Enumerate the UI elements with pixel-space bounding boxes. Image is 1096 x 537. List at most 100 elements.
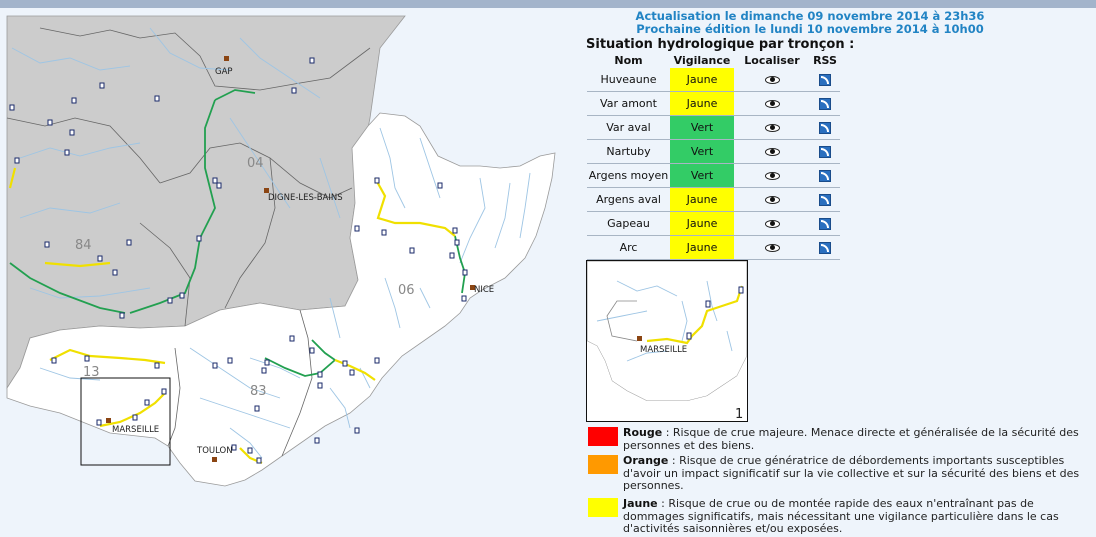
col-vigilance: Vigilance: [673, 53, 731, 67]
table-row: Var aval Vert: [587, 115, 840, 140]
inset-map: MARSEILLE 1: [586, 260, 748, 422]
legend-label: Rouge: [623, 426, 663, 439]
section-name: Gapeau: [587, 211, 670, 236]
rss-icon[interactable]: [819, 98, 831, 110]
rss-link[interactable]: [810, 115, 840, 140]
situation-title: Situation hydrologique par tronçon :: [586, 37, 855, 52]
localiser-button[interactable]: [734, 68, 810, 92]
eye-icon[interactable]: [765, 99, 780, 108]
vigilance-level: Vert: [670, 139, 734, 164]
department-borders: [6, 27, 371, 457]
vigilance-level: Jaune: [670, 68, 734, 92]
vigilance-level: Jaune: [670, 91, 734, 116]
vigilance-level: Jaune: [670, 211, 734, 236]
localiser-button[interactable]: [734, 235, 810, 260]
table-row: Argens moyen Vert: [587, 163, 840, 188]
city-marseille: MARSEILLE: [112, 425, 159, 435]
next-edition-line: Prochaine édition le lundi 10 novembre 2…: [636, 22, 984, 36]
legend-jaune: Jaune : Risque de crue ou de montée rapi…: [588, 497, 1084, 536]
city-markers: [106, 56, 475, 462]
rivers: [11, 27, 531, 459]
table-row: Gapeau Jaune: [587, 211, 840, 236]
section-name: Var aval: [587, 115, 670, 140]
section-name: Arc: [587, 235, 670, 260]
legend-text: : Risque de crue ou de montée rapide des…: [623, 497, 1059, 535]
section-table: Nom Vigilance Localiser RSS Huveaune Jaun…: [587, 52, 840, 260]
legend-orange: Orange : Risque de crue génératrice de d…: [588, 454, 1084, 493]
table-row: Huveaune Jaune: [587, 68, 840, 92]
rss-link[interactable]: [810, 91, 840, 116]
legend-swatch: [588, 498, 618, 517]
eye-icon[interactable]: [765, 147, 780, 156]
table-row: Var amont Jaune: [587, 91, 840, 116]
eye-icon[interactable]: [765, 75, 780, 84]
rss-link[interactable]: [810, 68, 840, 92]
rss-link[interactable]: [810, 211, 840, 236]
rss-icon[interactable]: [819, 170, 831, 182]
jaune-sections: [8, 167, 456, 465]
update-line: Actualisation le dimanche 09 novembre 20…: [635, 9, 985, 23]
rss-icon[interactable]: [819, 242, 831, 254]
city-digne: DIGNE-LES-BAINS: [268, 193, 343, 203]
col-localiser: Localiser: [744, 53, 800, 67]
legend-label: Orange: [623, 454, 669, 467]
legend-text: : Risque de crue génératrice de débordem…: [623, 454, 1080, 492]
eye-icon[interactable]: [765, 195, 780, 204]
col-nom: Nom: [614, 53, 643, 67]
dept-13: 13: [83, 365, 100, 380]
table-row: Nartuby Vert: [587, 139, 840, 164]
localiser-button[interactable]: [734, 115, 810, 140]
col-rss: RSS: [813, 53, 837, 67]
rss-icon[interactable]: [819, 146, 831, 158]
localiser-button[interactable]: [734, 139, 810, 164]
hydro-stations: [9, 57, 468, 464]
city-gap: GAP: [215, 67, 233, 77]
rss-icon[interactable]: [819, 194, 831, 206]
dept-83: 83: [250, 384, 267, 399]
inset-locator-box[interactable]: [80, 377, 171, 466]
rss-icon[interactable]: [819, 122, 831, 134]
vigilance-level: Jaune: [670, 187, 734, 212]
hydro-map: GAP DIGNE-LES-BAINS NICE MARSEILLE TOULO…: [0, 8, 580, 537]
city-toulon: TOULON: [196, 446, 233, 456]
rss-link[interactable]: [810, 187, 840, 212]
localiser-button[interactable]: [734, 91, 810, 116]
inset-city: MARSEILLE: [640, 345, 687, 355]
legend-rouge: Rouge : Risque de crue majeure. Menace d…: [588, 426, 1084, 452]
eye-icon[interactable]: [765, 123, 780, 132]
eye-icon[interactable]: [765, 219, 780, 228]
legend-swatch: [588, 455, 618, 474]
rss-link[interactable]: [810, 139, 840, 164]
rss-icon[interactable]: [819, 74, 831, 86]
vigilance-level: Jaune: [670, 235, 734, 260]
vigilance-level: Vert: [670, 163, 734, 188]
localiser-button[interactable]: [734, 187, 810, 212]
section-name: Argens aval: [587, 187, 670, 212]
localiser-button[interactable]: [734, 163, 810, 188]
rss-link[interactable]: [810, 235, 840, 260]
rss-icon[interactable]: [819, 218, 831, 230]
legend-text: : Risque de crue majeure. Menace directe…: [623, 426, 1079, 452]
vigilance-level: Vert: [670, 115, 734, 140]
section-name: Nartuby: [587, 139, 670, 164]
legend-label: Jaune: [623, 497, 658, 510]
eye-icon[interactable]: [765, 243, 780, 252]
region-area: [6, 112, 556, 487]
city-nice: NICE: [474, 285, 494, 295]
section-name: Huveaune: [587, 68, 670, 92]
section-name: Var amont: [587, 91, 670, 116]
legend-swatch: [588, 427, 618, 446]
eye-icon[interactable]: [765, 171, 780, 180]
dept-84: 84: [75, 238, 92, 253]
rss-link[interactable]: [810, 163, 840, 188]
inset-map-svg: MARSEILLE 1: [586, 260, 748, 422]
top-bar: [0, 0, 1096, 8]
dept-06: 06: [398, 283, 415, 298]
section-name: Argens moyen: [587, 163, 670, 188]
table-row: Arc Jaune: [587, 235, 840, 260]
dept-04: 04: [247, 156, 264, 171]
update-info: Actualisation le dimanche 09 novembre 20…: [600, 10, 1020, 36]
inset-number: 1: [735, 407, 743, 421]
localiser-button[interactable]: [734, 211, 810, 236]
table-row: Argens aval Jaune: [587, 187, 840, 212]
